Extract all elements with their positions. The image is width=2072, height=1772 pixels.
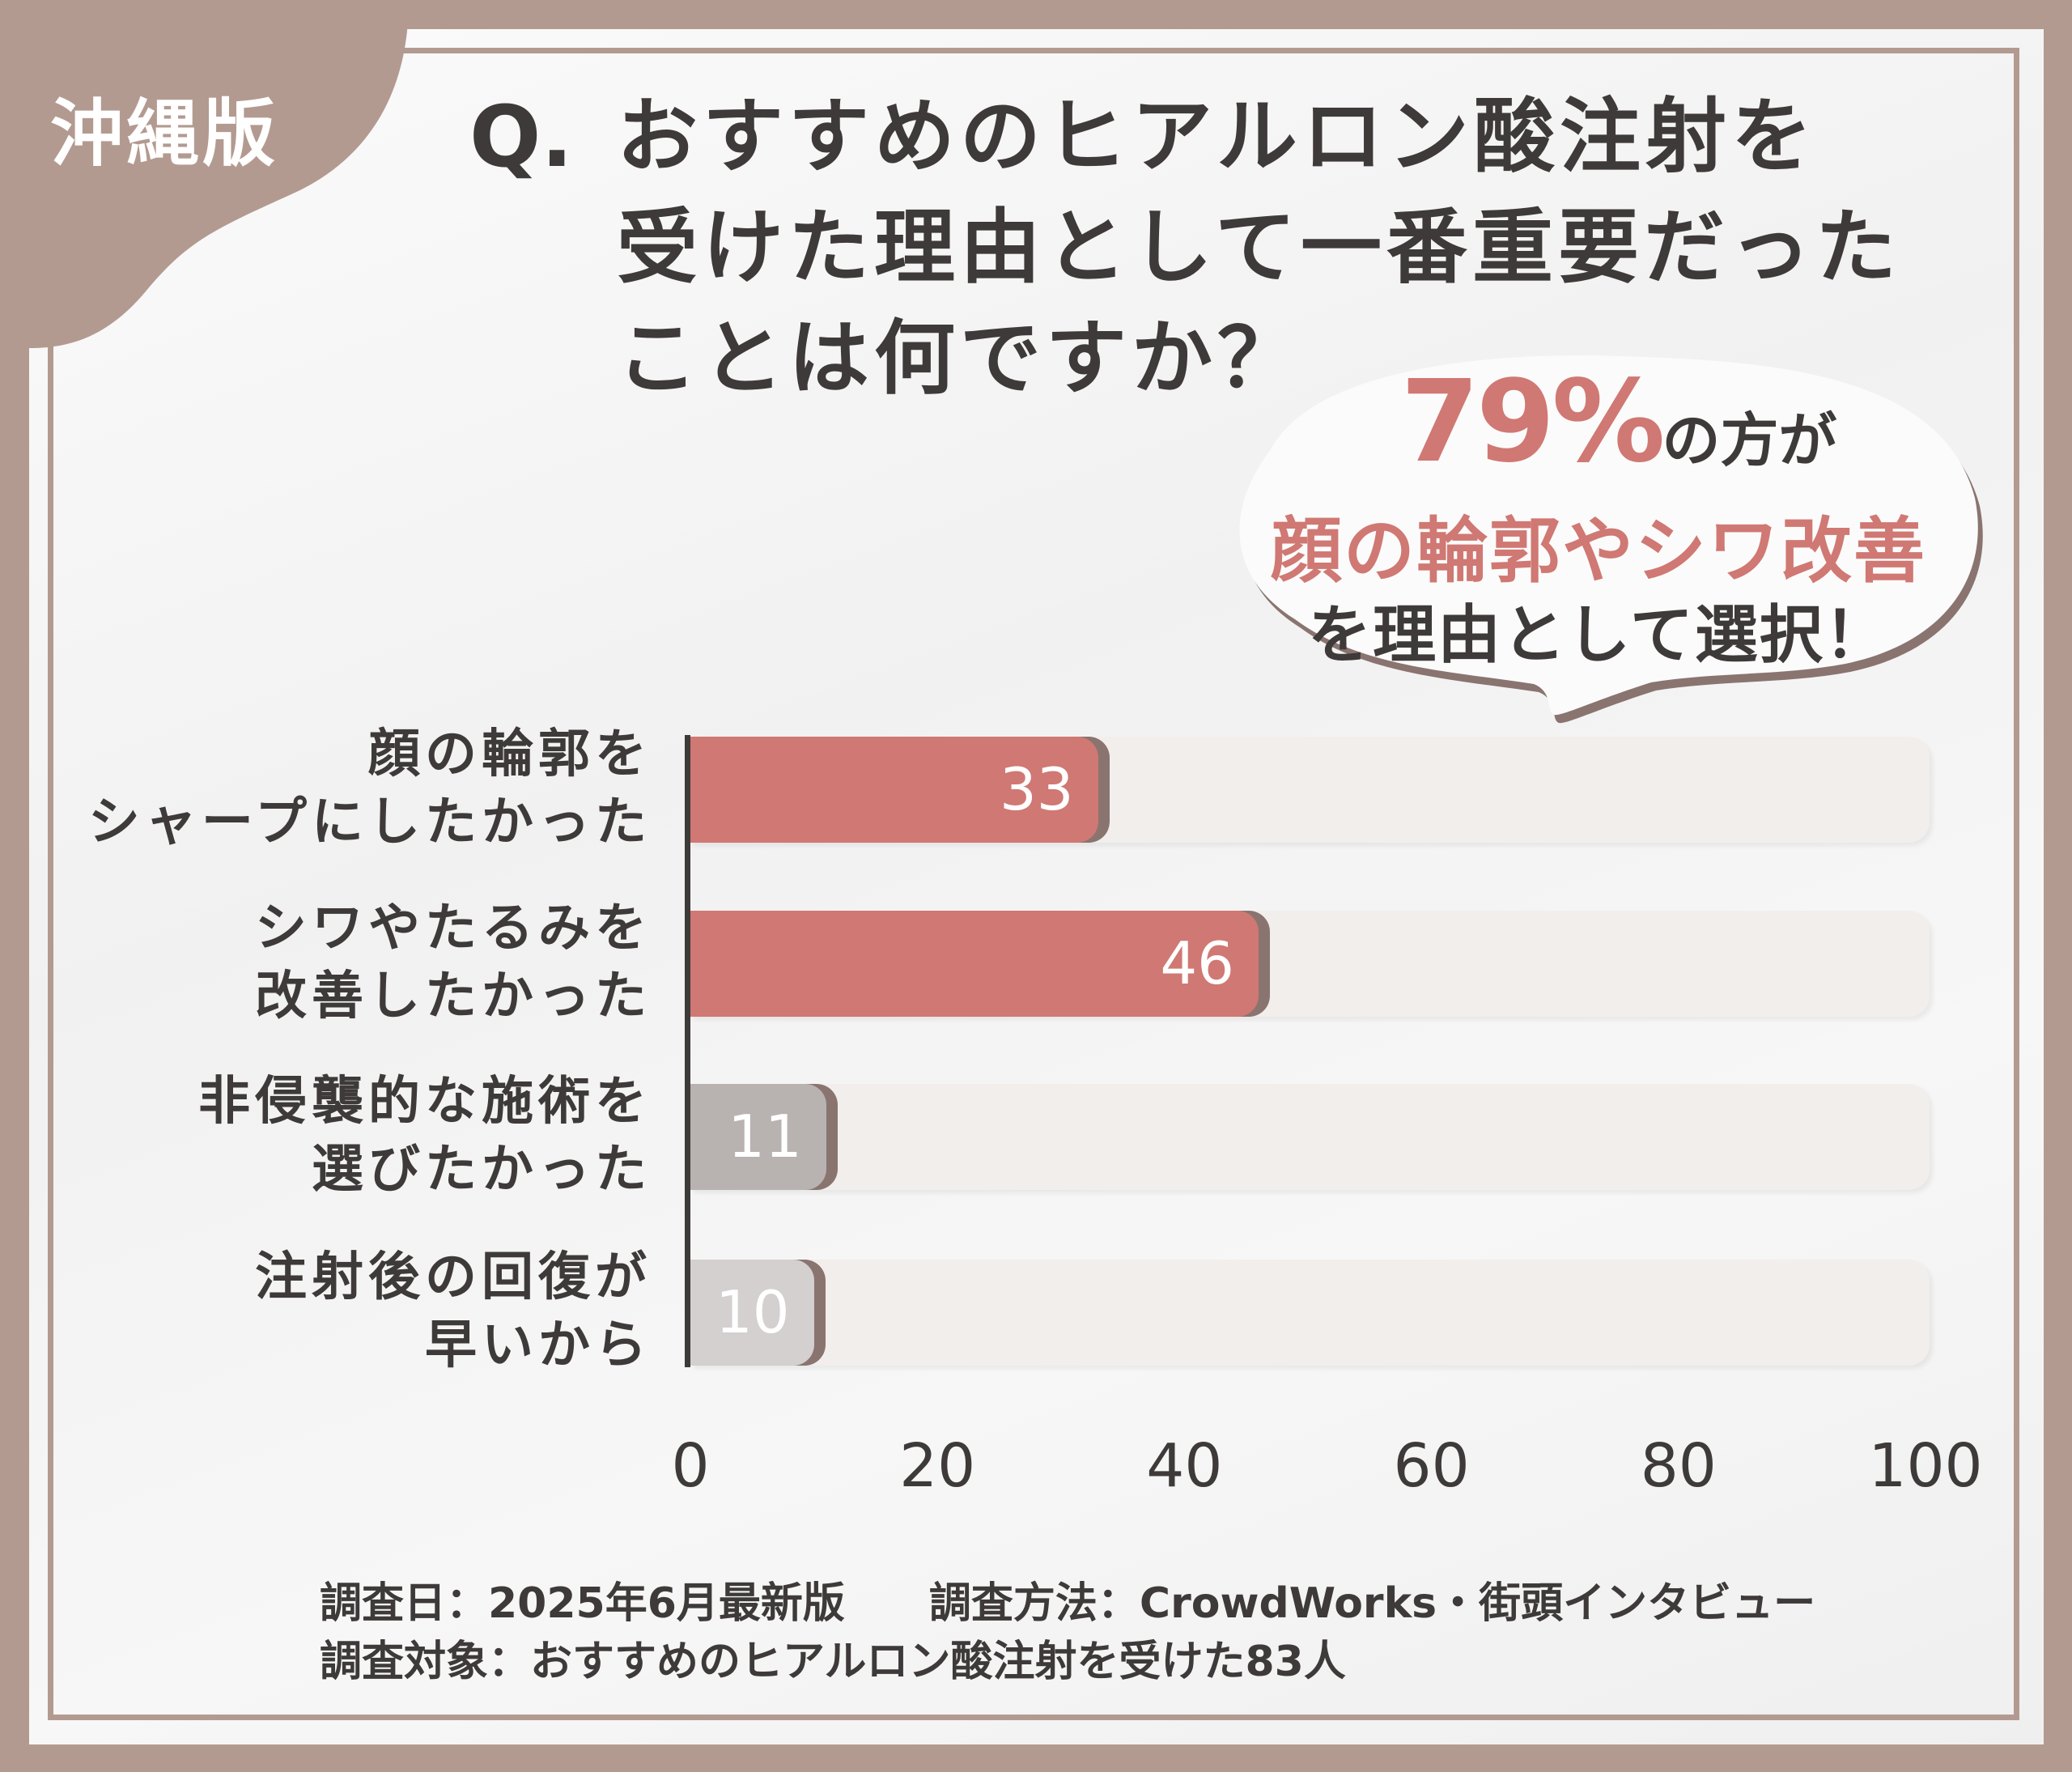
bar-track [690, 1260, 1930, 1366]
x-tick-label: 0 [671, 1431, 710, 1501]
bar-value-label: 11 [728, 1103, 802, 1171]
bar-value-label: 33 [999, 755, 1074, 823]
x-tick-label: 100 [1868, 1431, 1983, 1501]
frame-border [48, 48, 2019, 1720]
bar-value-label: 10 [715, 1278, 790, 1346]
category-label: シワやたるみを 改善したかった [255, 899, 652, 1026]
callout-percent: 79% [1400, 356, 1665, 488]
question-prefix: Q. [469, 87, 573, 186]
x-tick-label: 20 [899, 1431, 976, 1501]
corner-blob [0, 0, 409, 348]
callout-line2: 顔の輪郭やシワ改善 [1270, 509, 1926, 593]
footer-line2: 調査対象：おすすめのヒアルロン酸注射を受けた83人 [320, 1638, 1346, 1686]
bar [690, 737, 1098, 843]
y-axis-line [685, 735, 690, 1367]
category-label: 非侵襲的な施術を 選びたかった [198, 1072, 652, 1200]
bar-track [690, 1084, 1930, 1190]
card [29, 29, 2044, 1744]
speech-bubble [1239, 355, 1983, 724]
x-tick-label: 60 [1393, 1431, 1470, 1501]
category-label: 顔の輪郭を シャープにしたかった [87, 725, 652, 852]
x-tick-label: 80 [1640, 1431, 1717, 1501]
bar [690, 1084, 826, 1190]
x-tick-label: 40 [1146, 1431, 1223, 1501]
bar [690, 1260, 814, 1366]
bar [690, 911, 1259, 1017]
footer-line1: 調査日：2025年6月最新版 調査方法：CrowdWorks・街頭インタビュー [320, 1579, 1816, 1628]
page-title: おすすめのヒアルロン酸注射を 受けた理由として一番重要だった ことは何ですか？ [617, 89, 1901, 406]
region-tag: 沖縄版 [50, 91, 278, 176]
callout-line1: 79%の方が [1392, 356, 1845, 488]
callout-suffix: の方が [1662, 406, 1837, 474]
bar-value-label: 46 [1160, 929, 1234, 997]
callout-line3: を理由として選択！ [1308, 599, 1889, 672]
category-label: 注射後の回復が 早いから [255, 1247, 652, 1375]
